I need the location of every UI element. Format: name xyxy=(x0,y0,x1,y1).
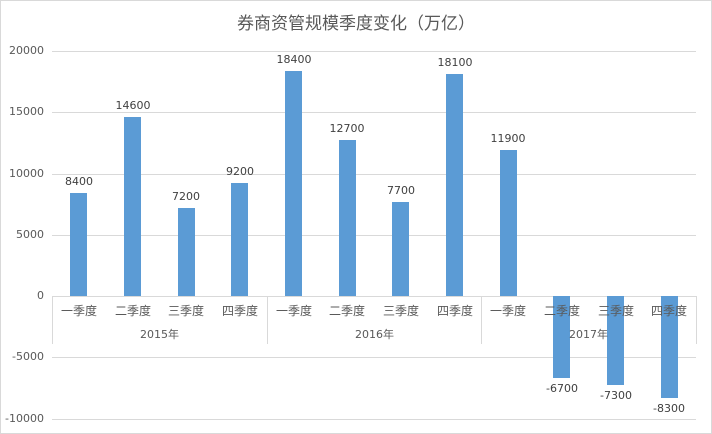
category-label: 二季度 xyxy=(114,304,151,318)
bar xyxy=(500,150,517,296)
category-label: 四季度 xyxy=(436,304,473,318)
data-label: 12700 xyxy=(329,122,365,135)
y-tick-label: -10000 xyxy=(5,412,44,425)
category-label: 二季度 xyxy=(543,304,580,318)
data-label: -6700 xyxy=(546,382,578,395)
category-label: 三季度 xyxy=(597,304,634,318)
chart-title: 券商资管规模季度变化（万亿） xyxy=(237,14,475,34)
category-label: 四季度 xyxy=(650,304,687,318)
gridline xyxy=(52,51,696,52)
bar xyxy=(553,296,570,378)
category-label: 二季度 xyxy=(328,304,365,318)
y-tick-label: 15000 xyxy=(9,105,44,118)
category-label: 一季度 xyxy=(275,304,312,318)
y-tick-label: 10000 xyxy=(9,167,44,180)
gridline xyxy=(52,419,696,420)
bar xyxy=(339,140,356,296)
data-label: 18100 xyxy=(437,56,473,69)
category-label: 四季度 xyxy=(221,304,258,318)
x-axis-line xyxy=(52,296,696,297)
data-label: -8300 xyxy=(653,402,685,415)
category-label: 三季度 xyxy=(382,304,419,318)
group-label: 2017年 xyxy=(569,328,608,341)
y-tick-label: 0 xyxy=(37,289,44,302)
group-separator xyxy=(481,296,482,344)
gridline xyxy=(52,235,696,236)
group-separator xyxy=(52,296,53,344)
group-label: 2016年 xyxy=(355,328,394,341)
y-tick-label: 20000 xyxy=(9,44,44,57)
bar xyxy=(392,202,409,296)
bar xyxy=(446,74,463,296)
category-label: 一季度 xyxy=(60,304,97,318)
plot-area: 8400 一季度 14600 二季度 7200 三季度 9200 四季度 2015年 18400 一… xyxy=(52,0,697,434)
gridline xyxy=(52,174,696,175)
category-label: 三季度 xyxy=(167,304,204,318)
data-label: 14600 xyxy=(115,99,151,112)
gridline xyxy=(52,112,696,113)
group-separator xyxy=(267,296,268,344)
y-tick-label: -5000 xyxy=(12,350,44,363)
bar xyxy=(661,296,678,398)
bar xyxy=(124,117,141,296)
data-label: 18400 xyxy=(276,53,312,66)
data-label: 8400 xyxy=(65,175,93,188)
group-separator xyxy=(696,296,697,344)
y-tick-label: 5000 xyxy=(16,228,44,241)
data-label: 11900 xyxy=(490,132,526,145)
data-label: 7700 xyxy=(387,184,415,197)
bar xyxy=(607,296,624,385)
category-label: 一季度 xyxy=(489,304,526,318)
bar xyxy=(285,71,302,296)
group-label: 2015年 xyxy=(140,328,179,341)
bar xyxy=(70,193,87,296)
bar xyxy=(178,208,195,296)
bar xyxy=(231,183,248,296)
data-label: 7200 xyxy=(172,190,200,203)
data-label: -7300 xyxy=(600,389,632,402)
gridline xyxy=(52,357,696,358)
data-label: 9200 xyxy=(226,165,254,178)
